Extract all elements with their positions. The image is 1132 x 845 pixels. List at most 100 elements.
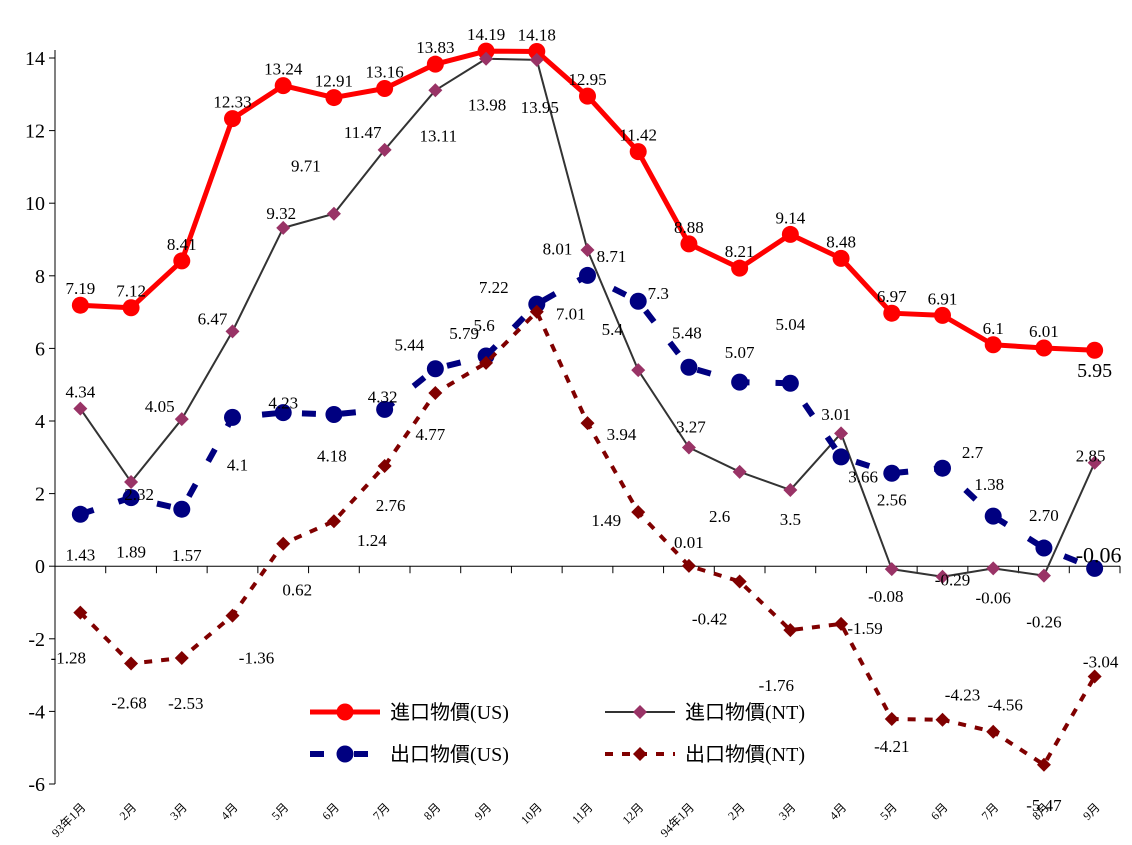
data-point	[173, 500, 191, 518]
x-tick-label: 11月	[569, 800, 596, 827]
x-tick-label: 5月	[269, 800, 292, 823]
data-point	[479, 51, 494, 66]
data-point	[934, 306, 951, 324]
data-point	[935, 712, 950, 727]
data-point	[529, 52, 544, 67]
data-label: 8.41	[167, 235, 197, 254]
data-label: 12.91	[315, 72, 353, 91]
data-point	[984, 336, 1002, 354]
data-point	[934, 459, 951, 477]
x-tick-label: 10月	[518, 800, 545, 827]
data-point	[935, 569, 950, 584]
x-tick-label: 3月	[167, 800, 190, 823]
data-label: 2.7	[962, 443, 984, 462]
data-label: 2.6	[709, 507, 730, 526]
data-label: -4.21	[874, 737, 909, 756]
data-label: 2.85	[1076, 447, 1106, 466]
data-label: 3.27	[676, 417, 706, 436]
y-tick-label: -6	[28, 774, 45, 796]
x-tick-label: 7月	[979, 800, 1002, 823]
data-label: -1.59	[847, 619, 882, 638]
data-point	[426, 360, 444, 378]
data-point	[274, 404, 292, 422]
data-point	[124, 474, 139, 489]
data-label: -3.04	[1083, 653, 1119, 672]
y-tick-label: 4	[35, 411, 45, 433]
data-label: 2.76	[376, 496, 406, 515]
data-point	[528, 295, 546, 313]
data-label: 5.07	[725, 343, 755, 362]
data-point	[781, 374, 799, 392]
legend-label: 進口物價(US)	[390, 701, 509, 724]
data-point	[376, 79, 394, 97]
data-label: 4.23	[268, 394, 298, 413]
legend-item-0: 進口物價(US)	[310, 701, 509, 724]
data-label: 13.98	[468, 96, 506, 115]
data-point	[580, 243, 595, 258]
x-tick-label: 3月	[776, 800, 799, 823]
data-point	[276, 536, 291, 551]
data-point	[629, 143, 647, 161]
data-label: 8.01	[543, 239, 573, 258]
data-point	[984, 507, 1002, 525]
series-layer	[71, 42, 1104, 772]
y-tick-label: 8	[35, 266, 45, 288]
data-point	[479, 355, 494, 370]
data-point	[174, 651, 189, 666]
x-tick-label: 4月	[827, 800, 850, 823]
y-tick-label: -2	[28, 629, 45, 651]
series-3	[73, 304, 1102, 772]
data-label: 11.47	[344, 123, 382, 142]
data-point	[884, 712, 899, 727]
data-point	[986, 561, 1001, 576]
data-label: 2.70	[1029, 506, 1059, 525]
legend-label: 出口物價(NT)	[685, 743, 805, 766]
data-label: -2.53	[168, 694, 203, 713]
data-point	[326, 514, 341, 529]
x-tick-label: 4月	[218, 800, 241, 823]
data-label: 6.1	[983, 319, 1004, 338]
y-tick-label: -4	[28, 701, 45, 723]
x-tick-label: 2月	[725, 800, 748, 823]
annotation-label: 3.5	[780, 510, 801, 529]
data-label: -1.36	[239, 649, 274, 668]
x-tick-label: 12月	[619, 800, 646, 827]
data-point	[224, 408, 241, 426]
data-label: -0.06	[976, 588, 1011, 607]
data-label: 7.12	[116, 282, 146, 301]
data-label: 14.19	[467, 25, 505, 44]
data-point	[1036, 568, 1051, 583]
data-point	[326, 206, 341, 221]
data-point	[781, 225, 799, 243]
data-label: 4.34	[65, 383, 95, 402]
data-point	[73, 401, 88, 416]
legend-marker	[336, 703, 354, 721]
data-label: 3.01	[821, 405, 851, 424]
data-label: 13.83	[416, 38, 454, 57]
data-point	[580, 416, 595, 431]
data-label: 4.05	[145, 397, 175, 416]
data-label: 13.16	[366, 62, 404, 81]
data-label: 6.91	[928, 289, 958, 308]
data-label: -1.28	[51, 649, 86, 668]
data-point	[834, 426, 849, 441]
data-label: -2.68	[111, 693, 146, 712]
data-label: 0.62	[282, 581, 312, 600]
data-label: 8.71	[597, 247, 627, 266]
series-0	[71, 42, 1104, 359]
data-label: 13.95	[521, 98, 559, 117]
data-point	[731, 373, 749, 391]
legend-item-3: 出口物價(NT)	[605, 743, 805, 766]
data-label: 1.38	[974, 475, 1004, 494]
data-point	[477, 42, 495, 60]
chart-legend: 進口物價(US) 進口物價(NT) 出口物價(US) 出口物價(NT)	[310, 701, 805, 766]
data-point	[73, 605, 88, 620]
legend-item-2: 出口物價(US)	[310, 743, 509, 766]
data-label: 4.77	[415, 425, 445, 444]
data-point	[71, 505, 89, 523]
data-label: 5.95	[1077, 360, 1112, 382]
legend-marker	[633, 705, 647, 719]
data-point	[986, 724, 1001, 739]
data-label: 4.18	[317, 446, 347, 465]
